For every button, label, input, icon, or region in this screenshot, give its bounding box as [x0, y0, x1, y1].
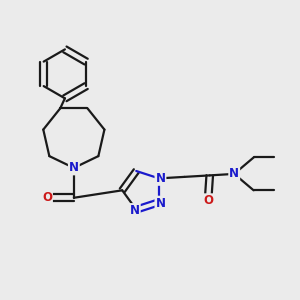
Text: N: N [229, 167, 239, 180]
Text: N: N [130, 204, 140, 217]
Text: N: N [155, 196, 166, 210]
Text: O: O [203, 194, 213, 207]
Text: N: N [155, 172, 166, 185]
Text: N: N [69, 161, 79, 174]
Text: O: O [42, 191, 52, 204]
